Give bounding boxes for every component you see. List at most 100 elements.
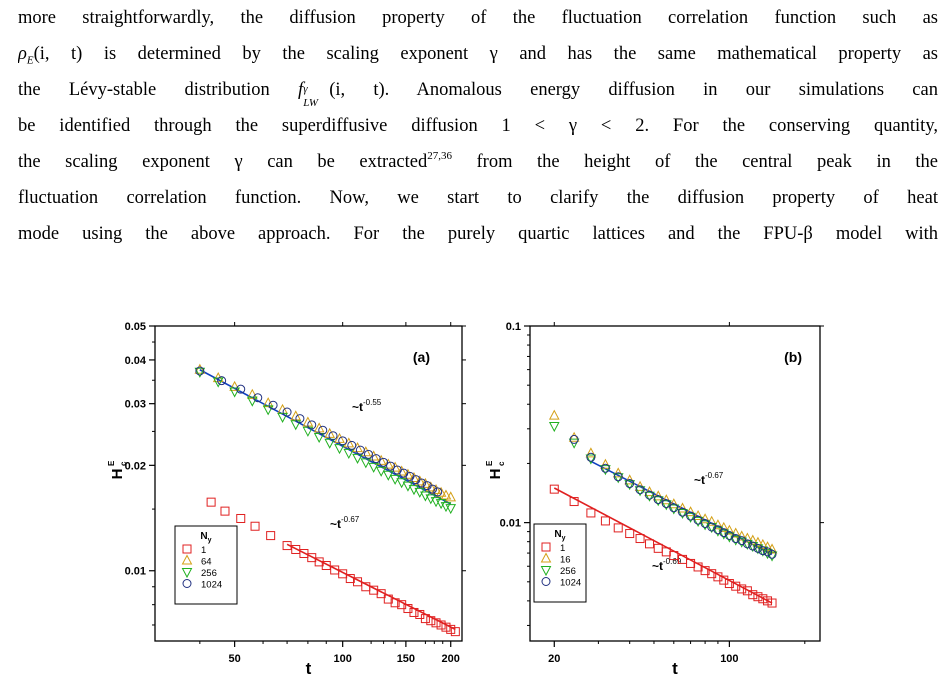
data-point [549, 484, 559, 494]
data-point [645, 490, 655, 500]
x-axis-label: t [672, 659, 678, 678]
data-point [625, 529, 635, 539]
data-point [425, 481, 437, 492]
data-point [753, 592, 763, 602]
legend-title-sub: y [562, 535, 566, 542]
data-point [246, 396, 258, 407]
x-tick-label: 200 [442, 653, 460, 665]
plot-frame [529, 325, 821, 642]
data-point [369, 585, 379, 595]
legend-title-sub: y [208, 537, 212, 544]
x-tick-label: 150 [397, 653, 415, 665]
y-tick-label: 0.03 [125, 399, 146, 411]
data-point [612, 467, 624, 478]
data-point [669, 503, 679, 513]
data-point [707, 569, 717, 579]
data-point [376, 589, 386, 599]
levy-subscript: LW [303, 97, 319, 108]
legend-entry-label: 1 [201, 545, 206, 556]
data-point [195, 366, 205, 376]
series-1 [206, 497, 460, 637]
data-point [700, 566, 710, 576]
data-point [338, 569, 348, 579]
data-point [229, 380, 240, 391]
data-point [313, 432, 325, 444]
data-point [713, 525, 723, 535]
data-point [390, 598, 400, 608]
data-point [355, 445, 365, 455]
data-point [318, 425, 328, 435]
text-line-3-rest: (i, t). Anomalous energy diffusion in ou… [329, 80, 938, 100]
data-point [425, 494, 437, 505]
data-point [435, 499, 447, 510]
x-tick-label: 100 [333, 653, 351, 665]
legend-box [533, 523, 587, 603]
data-point [752, 536, 764, 547]
fit-label-exponent: -0.67 [341, 515, 360, 524]
data-point [352, 453, 363, 464]
data-point [347, 440, 357, 450]
y-tick-label: 0.05 [125, 321, 146, 333]
legend-marker [541, 542, 551, 552]
data-point [719, 575, 729, 585]
data-point [686, 511, 696, 521]
data-point [426, 616, 436, 626]
data-point [548, 409, 560, 420]
data-point [693, 515, 703, 525]
data-point [414, 475, 426, 486]
x-axis-label: t [306, 659, 312, 678]
data-point [737, 584, 747, 594]
data-point [408, 471, 420, 483]
data-point [440, 489, 452, 500]
y-tick-label: 0.01 [125, 566, 146, 578]
fit-label: ~t-0.67 [330, 515, 360, 531]
data-point [685, 512, 696, 523]
legend-entry-label: 16 [560, 555, 571, 566]
data-point [217, 376, 227, 386]
y-axis-label: H [487, 469, 504, 480]
data-point [246, 388, 258, 399]
data-point [763, 547, 773, 557]
data-point [371, 454, 381, 464]
data-point [635, 485, 645, 495]
fit-label-exponent: -0.67 [705, 471, 724, 480]
data-point [758, 594, 768, 604]
y-tick-label: 0.01 [500, 518, 521, 530]
y-tick-label: 0.1 [506, 321, 521, 333]
data-point [420, 491, 431, 502]
data-point [613, 523, 623, 533]
citation-ref: 27,36 [427, 150, 452, 162]
series-256 [194, 367, 457, 515]
data-point [417, 478, 427, 488]
data-point [652, 490, 664, 501]
data-point [409, 607, 419, 617]
text-line-1: more straightforwardly, the diffusion pr… [18, 8, 938, 28]
fit-label-exponent: -0.69 [663, 557, 682, 566]
data-point [692, 516, 704, 527]
legend-box [174, 525, 238, 605]
data-point [585, 454, 597, 465]
text-line-5-start: the scaling exponent γ can be extracted [18, 152, 428, 172]
legend-title-base: N [200, 531, 207, 542]
y-axis-label-sup: E [485, 460, 494, 466]
data-point [569, 434, 579, 444]
y-axis-label-sub: c [119, 461, 128, 466]
data-point [613, 472, 623, 482]
series-1024 [195, 366, 443, 497]
fit-label-base: ~t [330, 517, 341, 531]
data-point [568, 431, 580, 442]
data-point [436, 620, 446, 630]
data-point [762, 541, 773, 552]
data-point [660, 494, 672, 505]
data-point [375, 454, 387, 465]
data-point [368, 450, 380, 461]
data-point [360, 446, 372, 457]
fit-label-base: ~t [652, 559, 663, 573]
data-point [307, 420, 317, 430]
legend-entry-label: 64 [201, 557, 212, 568]
rho-subscript: E [26, 54, 34, 67]
series-64 [194, 363, 457, 502]
text-line-2: ρE(i, t) is determined by the scaling ex… [18, 36, 938, 72]
legend-marker [540, 566, 552, 577]
data-point [428, 484, 438, 494]
